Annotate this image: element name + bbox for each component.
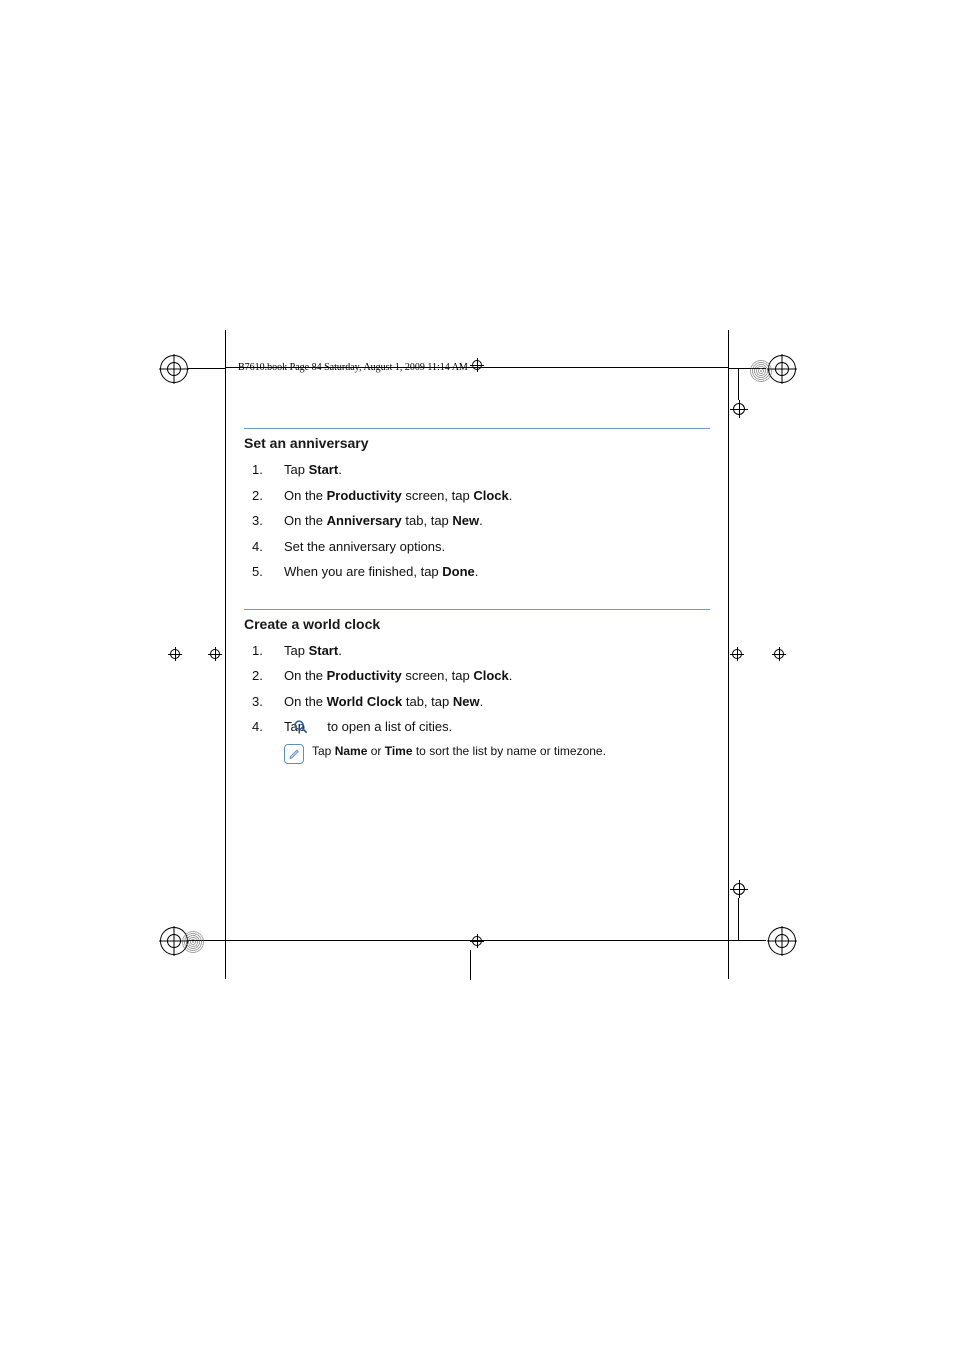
step-4: 4.Tap to open a list of cities.: [284, 718, 710, 736]
crop-mark-icon: [470, 358, 484, 372]
note-icon: [284, 744, 304, 764]
crop-mark-icon: [470, 934, 484, 948]
texture-mark-icon: [750, 360, 772, 382]
step-1: 1.Tap Start.: [284, 642, 710, 660]
step-3: 3.On the World Clock tab, tap New.: [284, 693, 710, 711]
step-2: 2.On the Productivity screen, tap Clock.: [284, 487, 710, 505]
crop-mark-icon: [208, 647, 222, 661]
page-content: Set an anniversary 1.Tap Start. 2.On the…: [244, 400, 710, 764]
section-title-world-clock: Create a world clock: [244, 616, 710, 632]
crop-mark-icon: [730, 400, 748, 418]
section-divider: [244, 609, 710, 610]
section-divider: [244, 428, 710, 429]
section-title-anniversary: Set an anniversary: [244, 435, 710, 451]
step-2: 2.On the Productivity screen, tap Clock.: [284, 667, 710, 685]
note: Tap Name or Time to sort the list by nam…: [284, 744, 710, 764]
step-4: 4.Set the anniversary options.: [284, 538, 710, 556]
page-header: B7610.book Page 84 Saturday, August 1, 2…: [238, 362, 468, 373]
note-text: Tap Name or Time to sort the list by nam…: [312, 744, 606, 758]
crop-mark-icon: [768, 927, 796, 955]
crop-mark-icon: [772, 647, 786, 661]
search-icon: [309, 719, 324, 734]
texture-mark-icon: [182, 931, 204, 953]
crop-mark-icon: [168, 647, 182, 661]
crop-mark-icon: [160, 927, 188, 955]
crop-mark-icon: [768, 355, 796, 383]
crop-mark-icon: [730, 647, 744, 661]
crop-mark-icon: [160, 355, 188, 383]
crop-mark-icon: [730, 880, 748, 898]
step-5: 5.When you are finished, tap Done.: [284, 563, 710, 581]
step-3: 3.On the Anniversary tab, tap New.: [284, 512, 710, 530]
step-1: 1.Tap Start.: [284, 461, 710, 479]
